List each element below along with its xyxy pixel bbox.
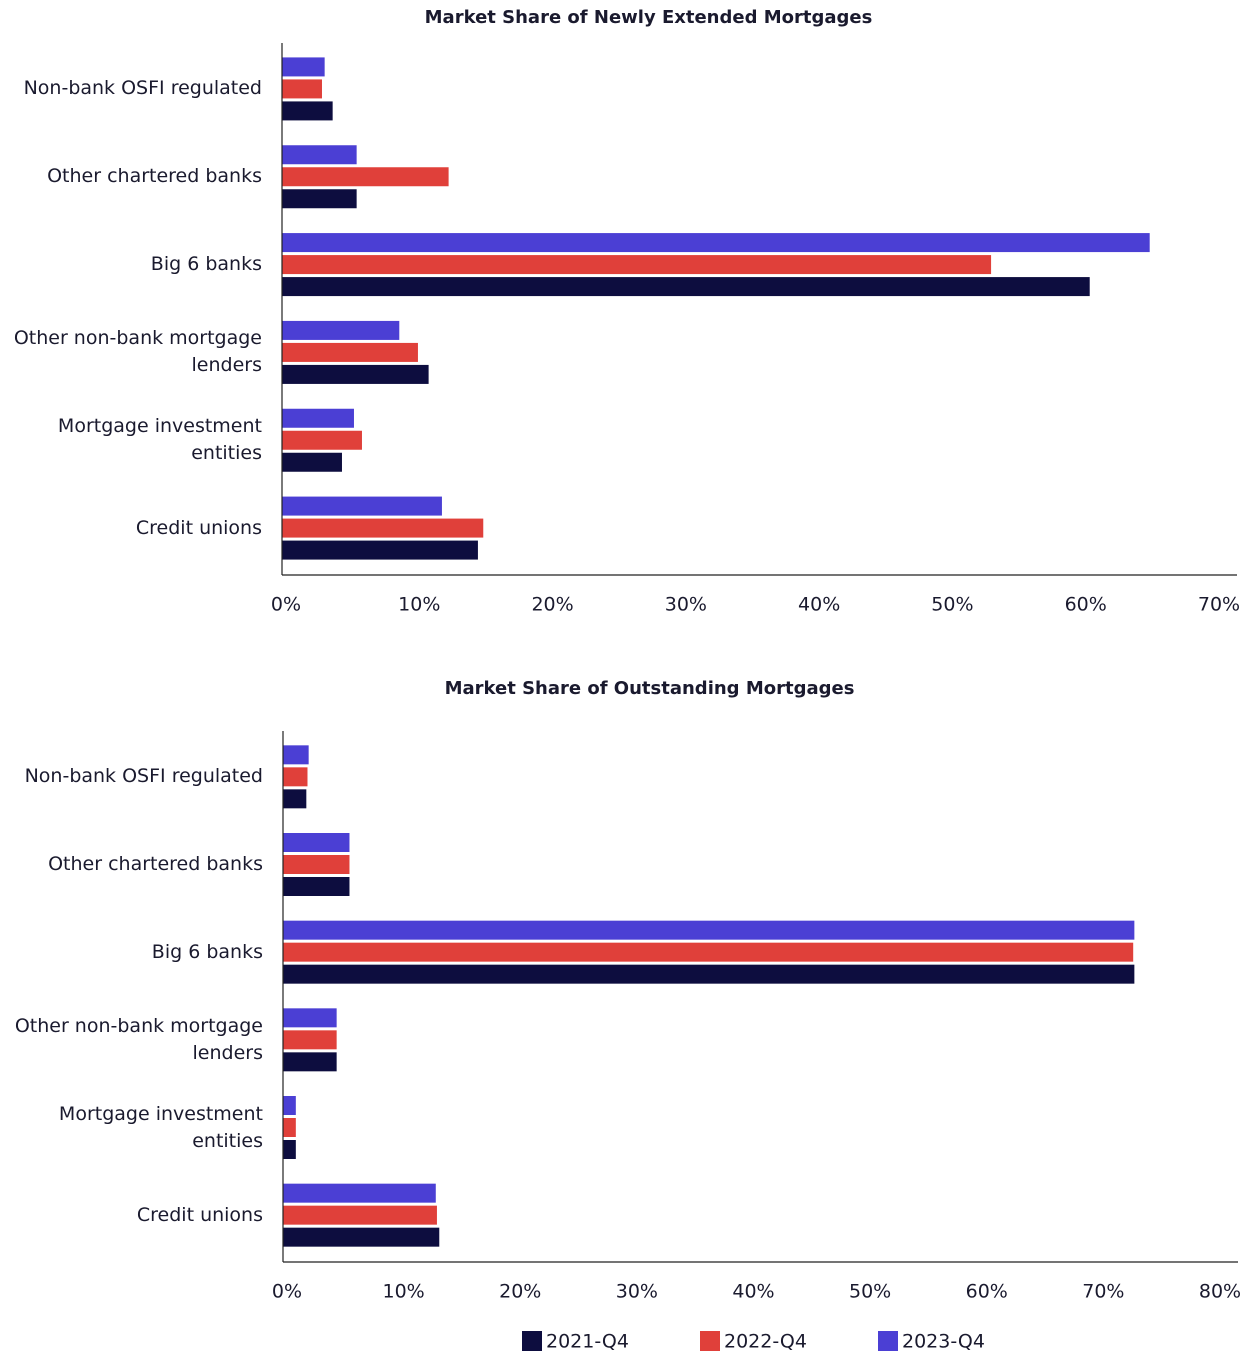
bar — [282, 79, 322, 99]
bar — [283, 1227, 440, 1247]
y-tick-label: Big 6 banks — [151, 940, 263, 963]
bar — [283, 789, 307, 809]
bar — [282, 518, 484, 538]
bar — [283, 767, 308, 787]
category-label-box: Other chartered banks — [48, 853, 263, 875]
bar — [283, 1205, 437, 1225]
bar — [283, 833, 350, 852]
x-tick-label: 20% — [531, 594, 573, 616]
category-label-box: Other non-bank mortgage lenders — [13, 327, 262, 377]
chart-title: Market Share of Outstanding Mortgages — [445, 678, 855, 699]
category-label-box: Mortgage investment entities — [58, 1102, 263, 1152]
bar — [283, 1052, 337, 1072]
x-tick-label: 20% — [499, 1281, 541, 1303]
bar — [283, 1096, 296, 1115]
x-tick-label: 60% — [1065, 594, 1107, 616]
y-tick-label: Credit unions — [136, 1203, 263, 1226]
bar — [282, 364, 429, 384]
category-label-box: Credit unions — [136, 1203, 263, 1226]
y-tick-label: Mortgage investment entities — [57, 415, 262, 465]
x-tick-label: 30% — [616, 1281, 658, 1303]
bar — [283, 1008, 337, 1028]
category-label-box: Non-bank OSFI regulated — [23, 77, 262, 100]
bar — [283, 942, 1134, 962]
y-tick-label: Credit unions — [135, 516, 262, 539]
bar — [283, 920, 1135, 940]
bar — [282, 57, 325, 77]
bar — [282, 408, 354, 428]
y-tick-label: Other chartered banks — [47, 165, 262, 188]
y-tick-label: Other non-bank mortgage lenders — [13, 327, 262, 377]
legend-swatch — [878, 1331, 898, 1351]
legend-label: 2023-Q4 — [902, 1331, 985, 1353]
x-tick-label: 50% — [849, 1281, 891, 1303]
y-tick-label: Other chartered banks — [48, 853, 263, 875]
x-tick-label: 0% — [271, 594, 301, 616]
x-tick-label: 60% — [966, 1281, 1008, 1303]
bar — [282, 233, 1150, 253]
bar — [282, 540, 478, 560]
x-tick-label: 10% — [398, 594, 440, 616]
bar — [282, 496, 442, 516]
chart-title: Market Share of Newly Extended Mortgages — [425, 7, 873, 28]
y-tick-label: Non-bank OSFI regulated — [23, 77, 262, 100]
bar — [283, 855, 350, 874]
bar — [282, 189, 357, 209]
bar — [283, 1030, 337, 1050]
category-label-box: Credit unions — [135, 516, 262, 539]
y-tick-label: Big 6 banks — [150, 253, 262, 276]
y-tick-label: Non-bank OSFI regulated — [24, 765, 263, 788]
bar — [282, 277, 1090, 297]
x-tick-label: 50% — [931, 594, 973, 616]
bar — [282, 342, 418, 362]
bar — [282, 430, 362, 450]
x-tick-label: 30% — [665, 594, 707, 616]
bar — [282, 452, 342, 472]
x-tick-label: 10% — [383, 1281, 425, 1303]
category-label-box: Mortgage investment entities — [57, 415, 262, 465]
category-label-box: Non-bank OSFI regulated — [24, 765, 263, 788]
category-label-box: Big 6 banks — [151, 940, 263, 963]
category-label-box: Big 6 banks — [150, 253, 262, 276]
legend-swatch — [700, 1331, 720, 1351]
y-tick-label: Mortgage investment entities — [58, 1102, 263, 1152]
category-label-box: Other chartered banks — [47, 165, 262, 188]
bar — [283, 964, 1135, 984]
legend-label: 2022-Q4 — [724, 1331, 807, 1353]
y-tick-label: Other non-bank mortgage lenders — [14, 1014, 263, 1064]
bar — [282, 167, 449, 187]
x-tick-label: 40% — [798, 594, 840, 616]
legend-label: 2021-Q4 — [546, 1331, 629, 1353]
x-tick-label: 80% — [1199, 1281, 1241, 1303]
bar — [283, 1183, 436, 1203]
x-tick-label: 70% — [1082, 1281, 1124, 1303]
bar — [282, 255, 992, 275]
bar — [283, 1140, 296, 1159]
bar — [283, 745, 309, 765]
x-tick-label: 70% — [1198, 594, 1240, 616]
bar — [282, 145, 357, 165]
bar — [283, 877, 350, 896]
x-tick-label: 40% — [732, 1281, 774, 1303]
bar — [282, 320, 400, 340]
bar — [283, 1118, 296, 1137]
x-tick-label: 0% — [272, 1281, 302, 1303]
legend-swatch — [522, 1331, 542, 1351]
category-label-box: Other non-bank mortgage lenders — [14, 1014, 263, 1064]
bar — [282, 101, 333, 121]
